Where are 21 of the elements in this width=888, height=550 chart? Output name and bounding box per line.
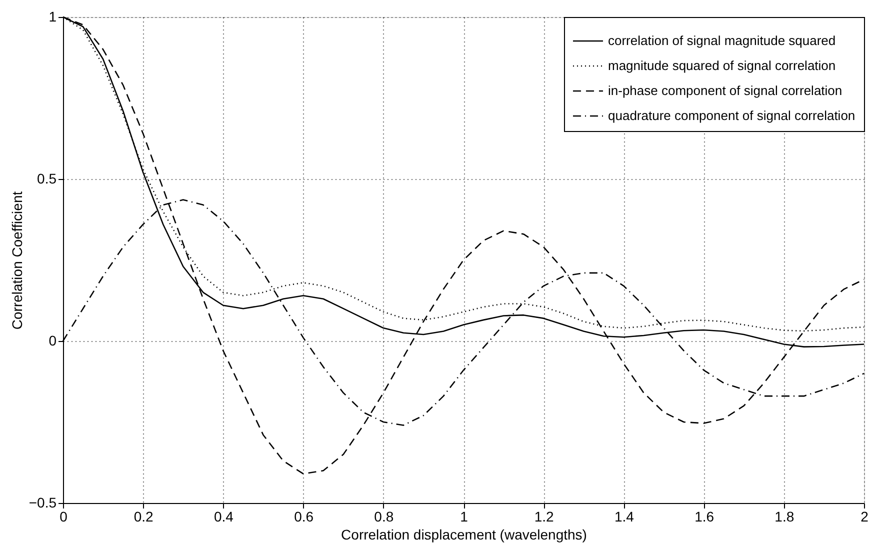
- y-axis-title: Correlation Coefficient: [8, 191, 25, 330]
- x-axis-title: Correlation displacement (wavelengths): [341, 526, 587, 542]
- legend-label: in-phase component of signal correlation: [608, 83, 842, 98]
- x-tick-label: 0.2: [134, 508, 154, 524]
- y-tick-label: 0: [48, 332, 57, 348]
- y-tick-label: 1: [48, 8, 57, 24]
- x-tick-label: 0.4: [214, 508, 234, 524]
- legend-label: correlation of signal magnitude squared: [608, 33, 836, 48]
- x-tick-label: 1: [460, 508, 468, 524]
- x-tick-label: 2: [860, 508, 869, 524]
- x-tick-label: 0.8: [374, 508, 394, 524]
- x-tick-label: 1.2: [534, 508, 554, 524]
- x-tick-label: 0: [60, 508, 68, 524]
- x-tick-label: 1.8: [774, 508, 794, 524]
- x-tick-label: 1.4: [614, 508, 634, 524]
- y-tick-label: −0.5: [28, 494, 57, 510]
- x-tick-label: 0.6: [294, 508, 314, 524]
- legend-label: quadrature component of signal correlation: [608, 108, 856, 123]
- legend-label: magnitude squared of signal correlation: [608, 58, 836, 73]
- x-tick-label: 1.6: [694, 508, 714, 524]
- y-tick-label: 0.5: [37, 170, 57, 186]
